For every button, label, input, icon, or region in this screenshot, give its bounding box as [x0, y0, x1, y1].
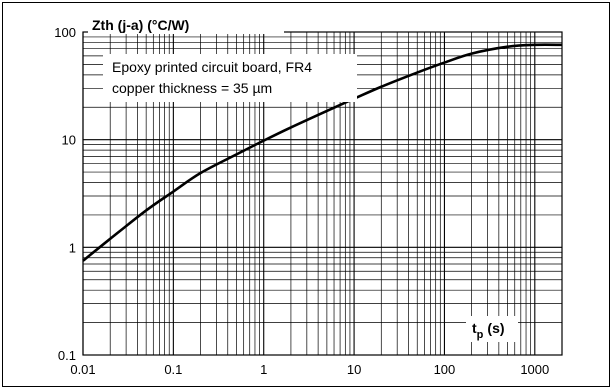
- zth-curve-line: [82, 43, 563, 262]
- chart-frame: [2, 2, 610, 387]
- y-tick-label: 1: [69, 240, 76, 255]
- x-tick-label: 1000: [520, 362, 549, 377]
- y-axis-label: Zth (j-a) (°C/W): [92, 17, 189, 33]
- y-tick-label: 10: [62, 133, 76, 148]
- ylabel-background: [88, 14, 284, 34]
- annotation-line-2: copper thickness = 35 µm: [112, 80, 272, 96]
- x-axis-label-unit: (s): [487, 320, 504, 336]
- annotation-box: [103, 54, 357, 102]
- x-tick-label: 100: [434, 362, 456, 377]
- annotation-line-1: Epoxy printed circuit board, FR4: [112, 59, 312, 75]
- x-tick-label: 0.01: [70, 362, 95, 377]
- y-tick-label: 100: [54, 25, 76, 40]
- y-tick-labels: 0.1 1 10 100: [54, 25, 76, 363]
- x-tick-label: 10: [347, 362, 361, 377]
- x-axis-label-sub: p: [477, 329, 484, 341]
- x-axis-label: tp (s): [472, 320, 505, 341]
- plot-area-border: [82, 31, 563, 356]
- x-axis-label-main: t: [472, 320, 477, 336]
- x-tick-label: 0.1: [164, 362, 182, 377]
- x-tick-labels: 0.01 0.1 1 10 100 1000: [70, 362, 549, 377]
- x-tick-label: 1: [260, 362, 267, 377]
- y-tick-label: 0.1: [58, 348, 76, 363]
- xlabel-background: [466, 316, 518, 342]
